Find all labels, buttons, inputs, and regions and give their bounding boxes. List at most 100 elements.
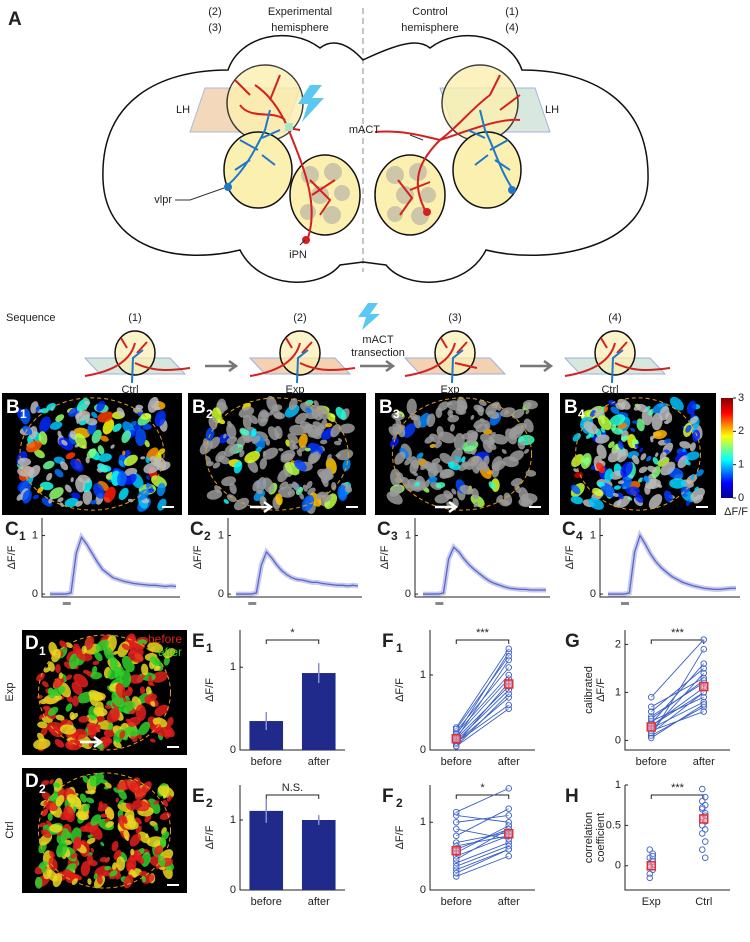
image-blob xyxy=(694,486,699,492)
hemisphere-title: hemisphere xyxy=(271,22,328,34)
significance-bracket xyxy=(455,794,510,799)
y-tick-label: 0 xyxy=(230,744,236,756)
condition-label: Ctrl xyxy=(601,384,618,396)
image-blob xyxy=(63,869,73,877)
trace-band xyxy=(608,529,736,597)
y-tick-label: 0 xyxy=(615,860,621,872)
point xyxy=(700,693,708,701)
image-blob xyxy=(94,651,103,662)
image-blob xyxy=(77,474,91,484)
bolt-icon xyxy=(298,85,324,122)
image-blob xyxy=(125,473,137,486)
image-blob xyxy=(570,496,584,505)
image-blob xyxy=(38,861,48,869)
mean-marker xyxy=(504,829,514,839)
trace xyxy=(423,546,546,595)
image-blob xyxy=(274,425,283,439)
image-blob xyxy=(151,671,168,683)
image-blob xyxy=(451,488,457,495)
axis xyxy=(624,785,730,891)
point xyxy=(700,669,708,677)
image-blob xyxy=(335,406,347,420)
image-blob xyxy=(36,672,45,682)
arrow xyxy=(520,359,554,373)
image-blob xyxy=(61,439,68,446)
image-blob xyxy=(621,435,629,441)
image-blob xyxy=(404,458,412,466)
trace-band xyxy=(236,547,359,597)
image-blob xyxy=(344,487,349,493)
image-blob xyxy=(689,442,696,452)
pair-line xyxy=(456,848,509,874)
panel-label: B xyxy=(6,397,20,418)
image-blob xyxy=(588,497,604,510)
image-blob xyxy=(603,406,609,413)
image-blob xyxy=(93,707,108,717)
brain-outline xyxy=(102,34,649,283)
outline xyxy=(19,397,165,511)
legend-entry: after xyxy=(158,645,182,659)
image-blob xyxy=(49,487,64,500)
image-blob xyxy=(449,424,455,432)
image-blob xyxy=(690,474,695,480)
panel-label: C xyxy=(190,519,204,540)
brain-diagram xyxy=(102,8,649,283)
image-blob xyxy=(49,824,63,833)
image-blob xyxy=(46,820,52,827)
image-blob xyxy=(118,789,127,800)
legend-entry: before xyxy=(148,632,182,646)
point xyxy=(505,852,513,860)
colorbar-tick-label: 0 xyxy=(738,492,744,504)
image-blob xyxy=(135,428,147,447)
image-blob xyxy=(105,821,114,828)
image-blob xyxy=(56,841,68,858)
image-blob xyxy=(91,411,98,419)
image-blob xyxy=(115,738,119,744)
y-axis-label: coefficient xyxy=(595,813,607,862)
image-blob xyxy=(693,494,704,504)
lateral-horn xyxy=(279,330,321,376)
image-blob xyxy=(83,400,91,405)
image-blob xyxy=(318,470,334,481)
soma xyxy=(302,236,310,244)
hemisphere-title: Control xyxy=(412,6,447,18)
image-blob xyxy=(522,399,538,410)
image-blob xyxy=(244,451,261,464)
y-axis-label: ΔF/F xyxy=(6,545,18,569)
point xyxy=(700,701,708,708)
image-blob xyxy=(488,436,493,442)
image-blob xyxy=(85,418,98,426)
point xyxy=(700,665,708,672)
image-blob xyxy=(154,704,169,717)
image-blob xyxy=(38,431,48,445)
y-tick-label: 1 xyxy=(590,529,596,541)
pointer xyxy=(299,239,306,246)
image-blob xyxy=(596,444,607,459)
axis xyxy=(227,518,362,598)
outline xyxy=(38,772,171,889)
image-blob xyxy=(501,449,507,454)
image-blob xyxy=(692,429,701,442)
image-blob xyxy=(104,704,112,710)
y-axis-label: ΔF/F xyxy=(564,545,576,569)
x-tick-label: before xyxy=(441,896,472,908)
image-blob xyxy=(41,865,46,874)
x-tick-label: before xyxy=(441,756,472,768)
step-label: (2) xyxy=(293,312,306,324)
image-blob xyxy=(153,665,161,672)
y-axis-label: ΔF/F xyxy=(204,678,216,702)
transection-label: transection xyxy=(351,347,405,359)
image-blob xyxy=(664,438,672,444)
outline xyxy=(391,397,533,511)
image-blob xyxy=(42,809,49,816)
image-blob xyxy=(145,686,152,696)
image-blob xyxy=(330,413,336,419)
image-blob xyxy=(447,414,460,423)
image-blob xyxy=(685,451,700,461)
stimulus-bar xyxy=(62,602,71,605)
image-blob xyxy=(612,492,619,497)
image-blob xyxy=(655,452,659,457)
pair-line xyxy=(455,704,510,743)
image-blob xyxy=(459,485,474,495)
